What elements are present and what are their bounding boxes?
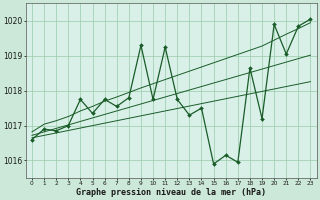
X-axis label: Graphe pression niveau de la mer (hPa): Graphe pression niveau de la mer (hPa)	[76, 188, 266, 197]
